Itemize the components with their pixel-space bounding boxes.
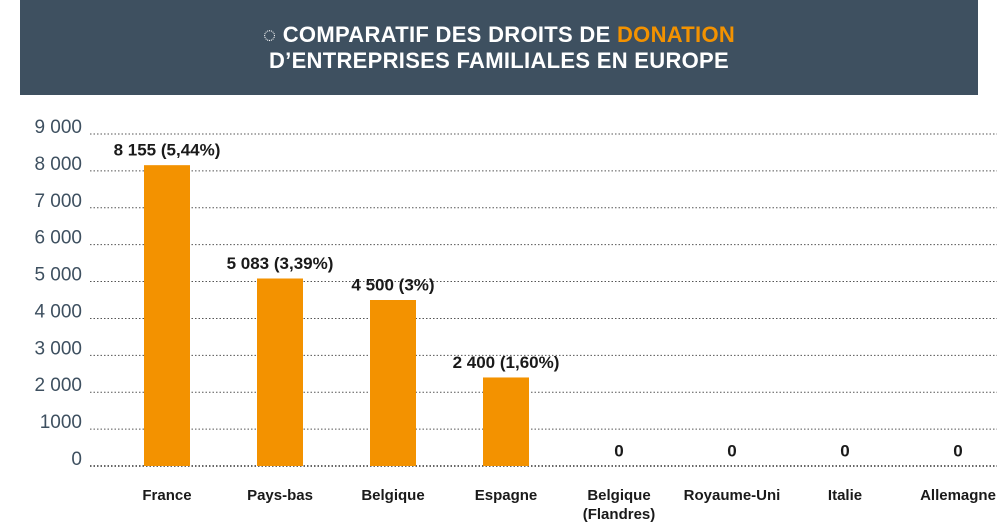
y-tick-label: 5 000 [34, 265, 82, 286]
bar [257, 278, 303, 466]
bar [144, 165, 190, 466]
value-label: 0 [840, 441, 849, 460]
x-tick-label: Belgique (Flandres) [582, 487, 656, 523]
value-label: 4 500 (3%) [351, 275, 434, 294]
chart-title: ◌ COMPARATIF DES DROITS DE DONATION D’EN… [20, 0, 978, 95]
value-label: 8 155 (5,44%) [114, 141, 221, 160]
y-tick-label: 3 000 [34, 338, 82, 359]
y-tick-label: 8 000 [34, 154, 82, 175]
y-tick-label: 7 000 [34, 191, 82, 212]
x-tick-label: Allemagne [920, 487, 996, 504]
y-tick-label: 4 000 [34, 301, 82, 322]
bar [483, 377, 529, 466]
x-tick-label: Royaume-Uni [683, 487, 781, 504]
x-tick-label: Pays-bas [247, 487, 313, 504]
x-tick-label: Espagne [474, 487, 538, 504]
value-label: 0 [727, 441, 736, 460]
title-prefix: ◌ COMPARATIF DES DROITS DE [262, 22, 617, 47]
y-tick-label: 9 000 [34, 117, 82, 138]
value-label: 0 [614, 441, 623, 460]
value-label: 5 083 (3,39%) [227, 254, 334, 273]
y-tick-label: 6 000 [34, 228, 82, 249]
y-tick-label: 0 [71, 449, 82, 470]
title-line2: D’ENTREPRISES FAMILIALES EN EUROPE [268, 48, 730, 73]
value-label: 2 400 (1,60%) [453, 353, 560, 372]
x-tick-label: Italie [827, 487, 863, 504]
bar [370, 300, 416, 466]
title-highlight: DONATION [616, 22, 736, 47]
y-tick-label: 2 000 [34, 375, 82, 396]
x-tick-label: Belgique [361, 487, 425, 504]
x-tick-label: France [142, 487, 192, 504]
y-tick-label: 1000 [40, 412, 82, 433]
value-label: 0 [953, 441, 962, 460]
